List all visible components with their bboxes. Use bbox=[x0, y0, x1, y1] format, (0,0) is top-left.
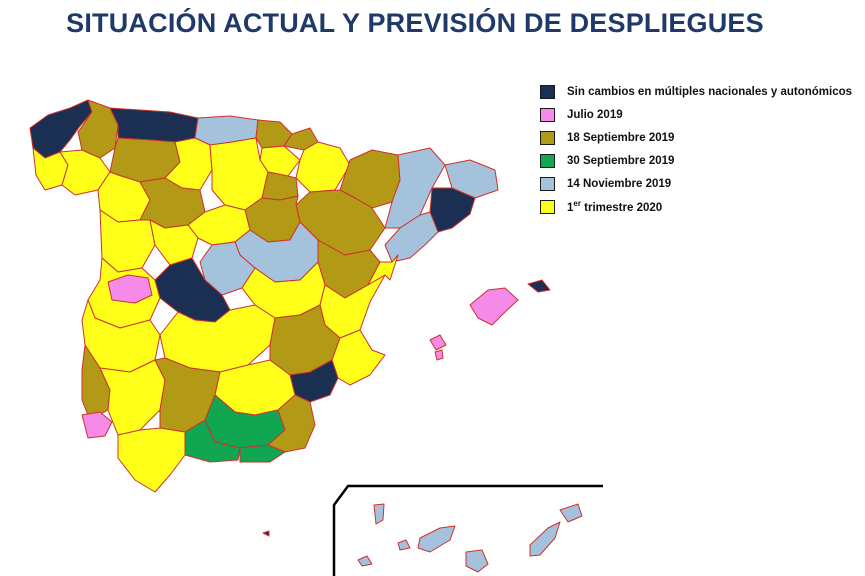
island-tenerife bbox=[417, 525, 456, 553]
island-lanzarote bbox=[559, 503, 583, 523]
legend-label: 1er trimestre 2020 bbox=[567, 199, 662, 214]
region-almeria-coast bbox=[239, 444, 286, 463]
region-avila bbox=[149, 219, 199, 266]
region-cadiz bbox=[117, 427, 186, 493]
legend-swatch bbox=[540, 107, 555, 122]
region-malaga bbox=[184, 419, 241, 463]
island-la-palma bbox=[373, 503, 385, 525]
region-castellon bbox=[367, 254, 399, 286]
legend-label: 14 Noviembre 2019 bbox=[567, 177, 672, 190]
island-fuerteventura bbox=[529, 521, 561, 557]
region-asturias bbox=[109, 107, 199, 143]
canary-inset-frame bbox=[332, 484, 603, 576]
region-alicante bbox=[331, 329, 386, 386]
legend-item-julio-2019: Julio 2019 bbox=[540, 103, 852, 126]
legend-item-sin-cambios: Sin cambios en múltiples nacionales y au… bbox=[540, 80, 852, 103]
region-la-rioja bbox=[261, 171, 299, 201]
region-portugal-border-pink bbox=[107, 274, 153, 304]
legend-label: Julio 2019 bbox=[567, 108, 623, 121]
island-mallorca bbox=[469, 287, 519, 326]
island-el-hierro bbox=[357, 555, 373, 567]
legend-swatch bbox=[540, 84, 555, 99]
legend-label: 18 Septiembre 2019 bbox=[567, 131, 675, 144]
ceuta bbox=[262, 530, 270, 537]
island-formentera bbox=[434, 349, 444, 361]
legend-item-18-septiembre-2019: 18 Septiembre 2019 bbox=[540, 126, 852, 149]
region-tarragona bbox=[384, 211, 439, 263]
legend-swatch bbox=[540, 153, 555, 168]
legend-item-14-noviembre-2019: 14 Noviembre 2019 bbox=[540, 172, 852, 195]
legend-label-text: trimestre 2020 bbox=[580, 201, 663, 214]
legend: Sin cambios en múltiples nacionales y au… bbox=[540, 80, 852, 218]
region-burgos bbox=[209, 137, 269, 211]
legend-item-30-septiembre-2019: 30 Septiembre 2019 bbox=[540, 149, 852, 172]
region-huelva-pink bbox=[81, 411, 113, 439]
region-barcelona bbox=[429, 187, 476, 233]
island-ibiza bbox=[429, 334, 447, 351]
map-title: SITUACIÓN ACTUAL Y PREVISIÓN DE DESPLIEG… bbox=[66, 8, 764, 38]
island-menorca bbox=[527, 279, 551, 293]
legend-label: Sin cambios en múltiples nacionales y au… bbox=[567, 85, 853, 98]
legend-ordinal-sup: er bbox=[573, 199, 581, 209]
legend-label: 30 Septiembre 2019 bbox=[567, 154, 675, 167]
legend-ordinal: 1 bbox=[567, 201, 574, 214]
region-almeria bbox=[267, 394, 316, 453]
island-gran-canaria bbox=[465, 549, 489, 573]
legend-item-1er-trimestre-2020: 1er trimestre 2020 bbox=[540, 195, 852, 218]
legend-swatch bbox=[540, 176, 555, 191]
legend-swatch bbox=[540, 199, 555, 214]
region-sevilla bbox=[99, 359, 166, 436]
legend-swatch bbox=[540, 130, 555, 145]
island-la-gomera bbox=[397, 539, 411, 551]
